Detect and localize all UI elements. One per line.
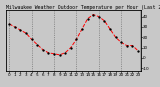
Text: Milwaukee Weather Outdoor Temperature per Hour (Last 24 Hours): Milwaukee Weather Outdoor Temperature pe… [6, 5, 160, 10]
